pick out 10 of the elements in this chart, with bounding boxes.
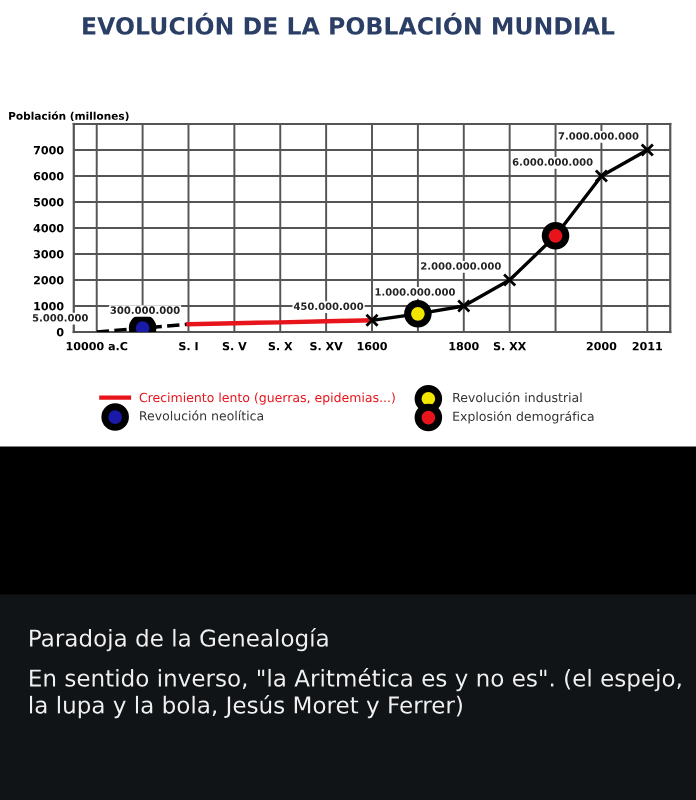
point (404, 300, 432, 328)
text: En sentido inverso, "la Aritmética es y no es". (el espejo, la lupa y la bola, Jesús Moret y Ferrer) (30, 668, 681, 719)
chart-title: EVOLUCIÓN DE LA POBLACIÓN MUNDIAL (83, 12, 615, 35)
point (640, 143, 655, 157)
point (456, 299, 471, 313)
point (365, 313, 379, 328)
text: Paradoja de la Genealogía (30, 628, 328, 652)
point (502, 273, 517, 287)
point (594, 169, 609, 183)
point (541, 222, 570, 250)
